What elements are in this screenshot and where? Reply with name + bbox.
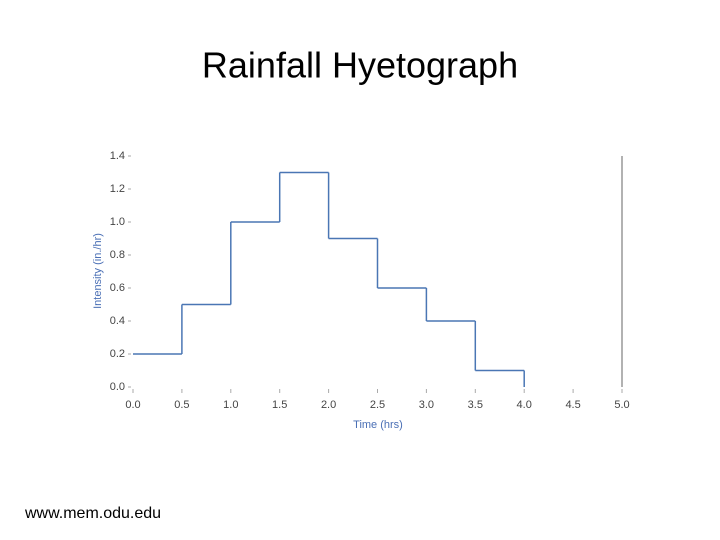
x-tick-label: 1.5 bbox=[272, 399, 287, 411]
x-tick-label: 4.5 bbox=[565, 399, 580, 411]
footer: www.mem.odu.edu bbox=[24, 505, 161, 522]
x-tick-label: 2.0 bbox=[321, 399, 336, 411]
y-tick-label: 0.0 bbox=[110, 381, 125, 393]
y-axis-label: Intensity (in./hr) bbox=[92, 233, 104, 309]
y-tick-label: 0.8 bbox=[110, 249, 125, 261]
x-tick-label: 0.5 bbox=[174, 399, 189, 411]
x-tick-label: 3.0 bbox=[419, 399, 434, 411]
y-tick-label: 1.4 bbox=[110, 150, 125, 162]
x-axis-label: Time (hrs) bbox=[353, 419, 403, 431]
x-tick-label: 0.0 bbox=[125, 399, 140, 411]
x-tick-label: 1.0 bbox=[223, 399, 238, 411]
y-tick-label: 0.6 bbox=[110, 282, 125, 294]
y-tick-label: 1.0 bbox=[110, 216, 125, 228]
x-tick-label: 5.0 bbox=[614, 399, 629, 411]
x-tick-label: 2.5 bbox=[370, 399, 385, 411]
x-tick-label: 4.0 bbox=[517, 399, 532, 411]
x-tick-label: 3.5 bbox=[468, 399, 483, 411]
y-tick-label: 0.4 bbox=[110, 315, 125, 327]
slide-title: Rainfall Hyetograph bbox=[202, 45, 518, 86]
y-tick-label: 1.2 bbox=[110, 183, 125, 195]
y-tick-label: 0.2 bbox=[110, 348, 125, 360]
